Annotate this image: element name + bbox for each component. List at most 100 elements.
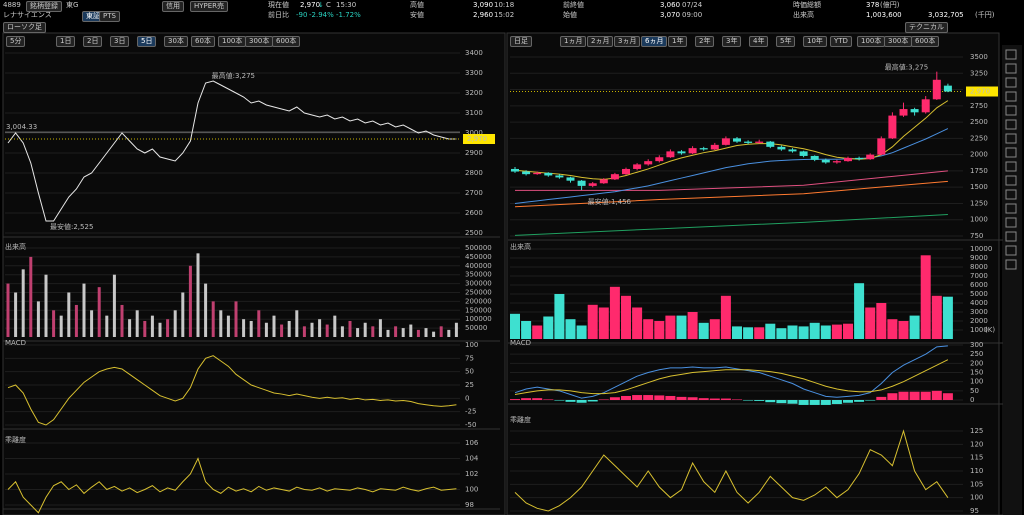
candle-body — [788, 149, 797, 152]
y-tick-label: 200 — [970, 359, 983, 367]
y-tick-label: 102 — [465, 470, 478, 478]
period-button[interactable]: YTD — [830, 36, 852, 47]
y-tick-label: 100 — [465, 486, 478, 494]
period-button[interactable]: 300本 — [245, 36, 274, 47]
macd-bar — [621, 395, 631, 400]
tool-icon[interactable] — [1005, 77, 1017, 88]
volume-bar — [565, 319, 576, 339]
volume-bar — [843, 323, 853, 339]
macd-bar — [687, 397, 698, 400]
panel-title: 乖離度 — [510, 415, 531, 424]
volume-bar — [447, 329, 451, 337]
y-tick-label: 105 — [970, 480, 983, 488]
volume-bar — [521, 321, 532, 339]
period-button[interactable]: 60本 — [191, 36, 215, 47]
period-button[interactable]: 100本 — [857, 36, 886, 47]
tool-icon[interactable] — [1005, 91, 1017, 102]
volume-bar — [6, 283, 10, 337]
y-tick-label: 2800 — [465, 169, 483, 177]
volume-bar — [709, 319, 720, 339]
tool-icon[interactable] — [1005, 49, 1017, 60]
y-tick-label: 2500 — [970, 118, 988, 126]
header-text: 高値 — [410, 1, 424, 9]
volume-bar — [219, 310, 223, 337]
tool-icon[interactable] — [1005, 147, 1017, 158]
y-tick-label: 300 — [970, 341, 983, 349]
volume-bar — [264, 322, 268, 337]
volume-bar — [14, 292, 18, 337]
volume-bar — [401, 328, 405, 337]
header-text: 2,970 — [300, 1, 321, 9]
tool-icon[interactable] — [1005, 105, 1017, 116]
volume-bar — [854, 283, 865, 339]
period-button[interactable]: 3ヵ月 — [614, 36, 641, 47]
period-button[interactable]: 1日 — [56, 36, 76, 47]
button[interactable]: 信用 — [162, 1, 184, 12]
tool-icon[interactable] — [1005, 133, 1017, 144]
button[interactable]: PTS — [99, 11, 120, 22]
last-price-label: 2,970 — [467, 135, 487, 143]
low-note: 最安値:1,456 — [588, 197, 632, 206]
tool-icon[interactable] — [1005, 245, 1017, 256]
tool-icon[interactable] — [1005, 119, 1017, 130]
tool-icon[interactable] — [1005, 161, 1017, 172]
y-tick-label: 98 — [465, 501, 474, 509]
select[interactable]: ローソク足 — [3, 22, 46, 33]
header-text: 3,090 — [473, 1, 494, 9]
y-tick-label: 150000 — [465, 306, 492, 314]
panel-title: MACD — [510, 339, 531, 347]
y-tick-label: 250000 — [465, 289, 492, 297]
button[interactable]: 銘柄登録 — [26, 1, 62, 12]
volume-bar — [416, 329, 420, 337]
tool-icon[interactable] — [1005, 259, 1017, 270]
candle-body — [821, 159, 830, 163]
y-tick-label: 2250 — [970, 134, 988, 142]
period-button[interactable]: 10年 — [803, 36, 827, 47]
volume-bar — [158, 322, 162, 337]
header-text: 前終値 — [563, 1, 584, 9]
header-text: 1,003,600 — [866, 11, 902, 19]
tool-icon[interactable] — [1005, 217, 1017, 228]
period-button[interactable]: 4年 — [749, 36, 769, 47]
tool-icon[interactable] — [1005, 63, 1017, 74]
period-button[interactable]: 2年 — [695, 36, 715, 47]
volume-bar — [21, 269, 25, 337]
period-button[interactable]: 5年 — [776, 36, 796, 47]
period-button[interactable]: 600本 — [911, 36, 940, 47]
tool-icon[interactable] — [1005, 203, 1017, 214]
period-button[interactable]: 30本 — [164, 36, 188, 47]
volume-bar — [665, 315, 676, 339]
button[interactable]: HYPER売 — [190, 1, 229, 12]
volume-bar — [29, 256, 33, 337]
button[interactable]: テクニカル — [905, 22, 948, 33]
y-tick-label: 50 — [465, 368, 474, 376]
period-button[interactable]: 3日 — [110, 36, 130, 47]
macd-bar — [543, 399, 554, 400]
volume-bar — [287, 320, 291, 337]
tool-icon[interactable] — [1005, 231, 1017, 242]
volume-bar — [181, 292, 185, 337]
volume-bar — [36, 301, 40, 337]
header-text: 出来高 — [793, 11, 814, 19]
tool-icon[interactable] — [1005, 175, 1017, 186]
volume-bar — [831, 324, 842, 339]
period-button[interactable]: 1年 — [668, 36, 688, 47]
period-button[interactable]: 6ヵ月 — [641, 36, 668, 47]
period-button[interactable]: 3年 — [722, 36, 742, 47]
interval-select[interactable]: 5分 — [6, 36, 26, 47]
period-button[interactable]: 300本 — [884, 36, 913, 47]
tool-icon[interactable] — [1005, 189, 1017, 200]
volume-bar — [120, 304, 124, 337]
period-button[interactable]: 2ヵ月 — [587, 36, 614, 47]
volume-bar — [554, 294, 565, 339]
candle-body — [888, 115, 897, 139]
period-button[interactable]: 1ヵ月 — [560, 36, 587, 47]
candle-body — [688, 148, 697, 154]
period-button[interactable]: 5日 — [137, 36, 157, 47]
period-button[interactable]: 100本 — [218, 36, 247, 47]
interval-select[interactable]: 日足 — [510, 36, 532, 47]
candle-body — [832, 161, 841, 163]
period-button[interactable]: 2日 — [83, 36, 103, 47]
period-button[interactable]: 600本 — [272, 36, 301, 47]
volume-bar — [74, 304, 78, 337]
